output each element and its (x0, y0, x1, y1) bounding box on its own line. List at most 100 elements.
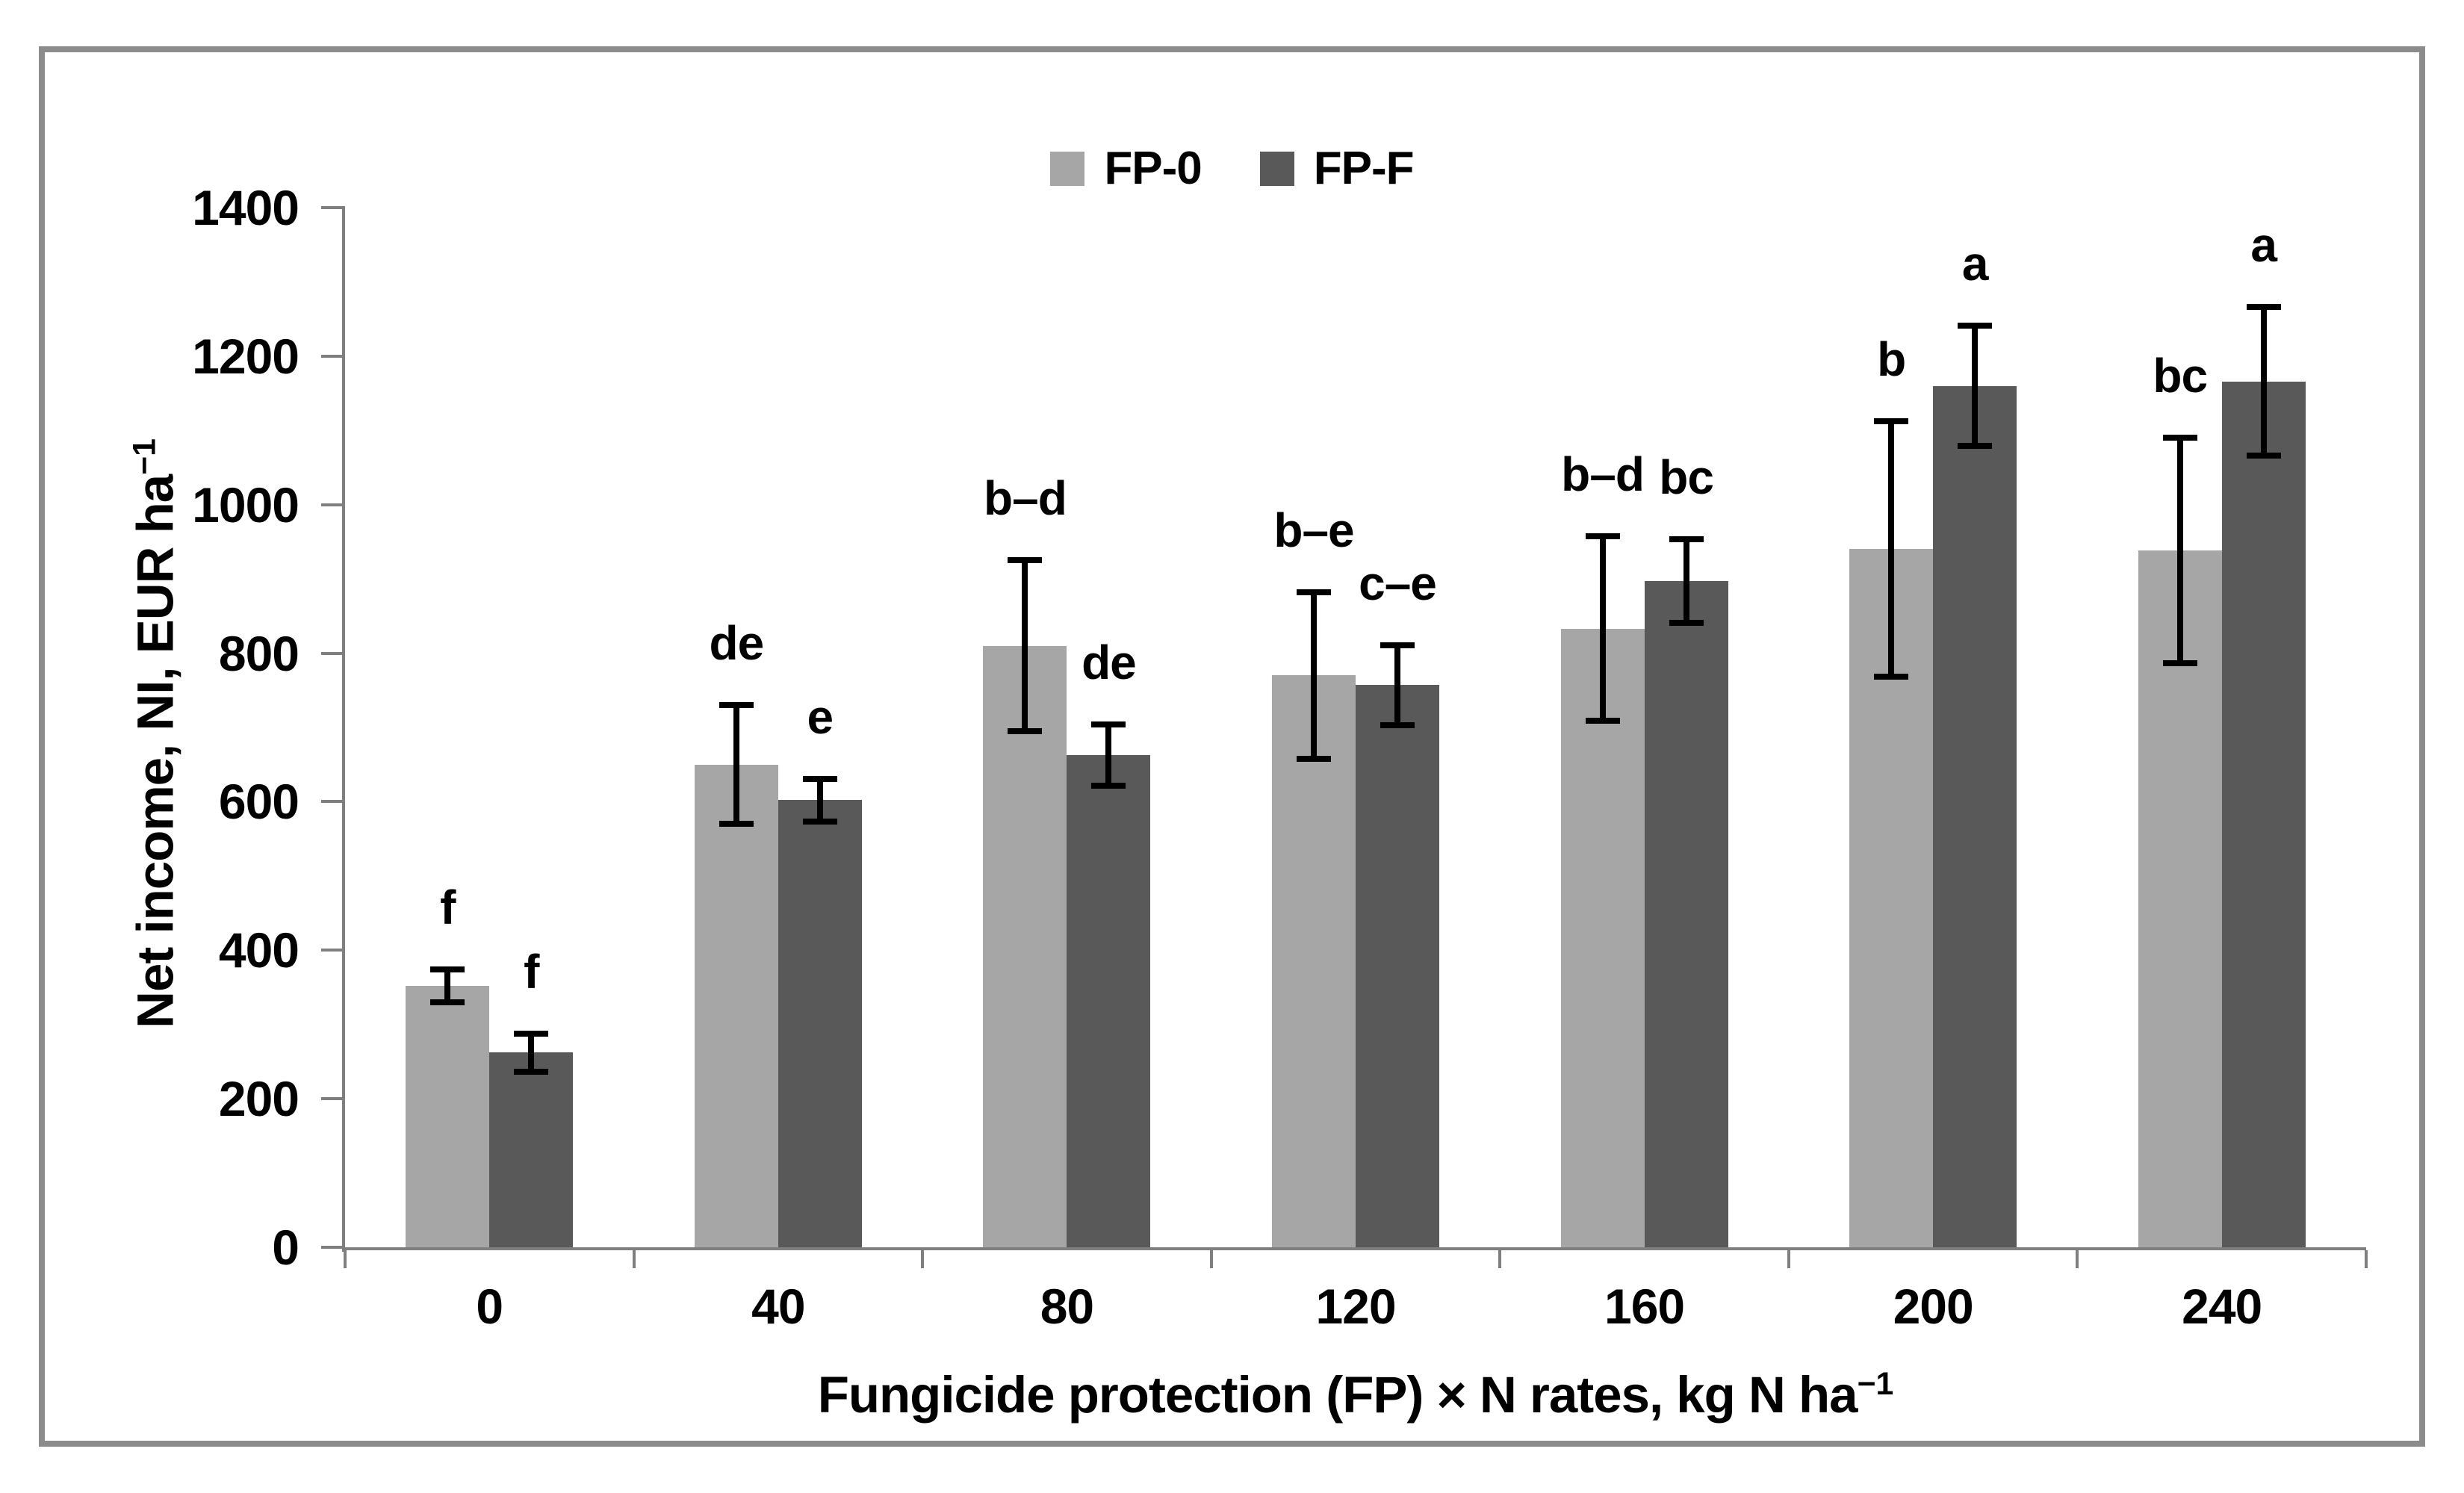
y-axis-tick (321, 949, 342, 952)
bar-FP-0-80 (983, 645, 1067, 1247)
y-axis-tick (321, 503, 342, 506)
significance-letter: bc (1659, 450, 1714, 505)
error-bar-cap-top (2246, 304, 2281, 311)
significance-letter: a (2250, 218, 2277, 273)
error-bar (1683, 539, 1689, 623)
bar-FP-F-200 (1933, 385, 2017, 1247)
error-bar-cap-bottom (1958, 443, 1993, 450)
significance-letter: b (1877, 332, 1906, 387)
y-tick-label: 0 (272, 1220, 300, 1275)
error-bar-cap-bottom (1380, 722, 1415, 729)
x-axis-line (342, 1247, 2366, 1250)
x-tick-label: 40 (751, 1279, 805, 1334)
bar-FP-0-40 (694, 764, 778, 1247)
bar-FP-F-80 (1067, 754, 1151, 1247)
x-axis-tick (2076, 1250, 2079, 1268)
error-bar-cap-top (802, 775, 837, 782)
significance-letter: e (807, 689, 834, 744)
error-bar-cap-bottom (1585, 718, 1620, 724)
y-tick-label: 1200 (192, 328, 300, 384)
bar-FP-0-240 (2138, 550, 2222, 1247)
y-axis-tick (321, 1097, 342, 1101)
bar-FP-0-120 (1272, 675, 1356, 1247)
error-bar-cap-bottom (514, 1069, 549, 1075)
error-bar-cap-bottom (802, 819, 837, 825)
legend-label-fpf: FP-F (1313, 143, 1415, 194)
error-bar (1022, 560, 1028, 731)
significance-letter: b–d (984, 471, 1067, 526)
bar-FP-0-0 (406, 986, 490, 1247)
error-bar (1105, 724, 1112, 786)
bar-FP-F-40 (778, 800, 862, 1247)
legend-item-fpf: FP-F (1259, 142, 1415, 195)
x-tick-label: 160 (1604, 1279, 1685, 1334)
x-axis-tick (921, 1250, 925, 1268)
error-bar-cap-top (514, 1030, 549, 1037)
y-tick-label: 1400 (192, 180, 300, 235)
error-bar-cap-bottom (1091, 782, 1126, 789)
error-bar-cap-top (1380, 642, 1415, 648)
error-bar (1311, 592, 1317, 759)
error-bar (1394, 645, 1400, 725)
chart-figure-frame: FP-0 FP-F 0 200 400 600 800 1000 1200 1400 0 f f 40… (39, 46, 2425, 1447)
error-bar-cap-bottom (1297, 755, 1331, 762)
error-bar-cap-bottom (719, 821, 754, 828)
y-axis-line (342, 206, 345, 1252)
x-tick-label: 80 (1040, 1279, 1094, 1334)
error-bar-cap-top (1874, 418, 1909, 425)
error-bar-cap-bottom (1669, 619, 1704, 626)
error-bar (733, 705, 739, 825)
error-bar-cap-top (1008, 557, 1043, 564)
error-bar-cap-top (1091, 721, 1126, 728)
error-bar-cap-bottom (1874, 674, 1909, 680)
significance-letter: de (709, 616, 765, 671)
y-axis-tick (321, 354, 342, 358)
bar-FP-F-240 (2221, 381, 2306, 1247)
x-tick-label: 240 (2182, 1279, 2262, 1334)
x-axis-tick (632, 1250, 636, 1268)
error-bar-cap-top (430, 966, 465, 973)
y-tick-label: 600 (218, 774, 300, 830)
x-axis-tick (2365, 1250, 2368, 1268)
y-tick-label: 200 (218, 1071, 300, 1127)
error-bar (2176, 438, 2183, 664)
x-axis-tick (344, 1250, 347, 1268)
y-tick-label: 400 (218, 922, 300, 978)
bar-FP-F-120 (1356, 685, 1439, 1247)
legend-swatch-fp0-icon (1050, 151, 1085, 186)
significance-letter: a (1961, 237, 1989, 291)
x-axis-tick (1209, 1250, 1213, 1268)
error-bar (1972, 326, 1979, 447)
error-bar-cap-bottom (2162, 660, 2197, 667)
legend-item-fp0: FP-0 (1050, 142, 1202, 195)
y-tick-label: 800 (218, 625, 300, 681)
significance-letter: f (440, 881, 456, 935)
error-bar-cap-bottom (2246, 453, 2281, 459)
significance-letter: b–e (1273, 503, 1354, 558)
error-bar-cap-top (1958, 323, 1993, 329)
x-axis-title: Fungicide protection (FP) × N rates, kg … (817, 1366, 1894, 1424)
x-tick-label: 0 (476, 1279, 503, 1334)
significance-letter: f (524, 944, 539, 999)
bar-FP-F-160 (1644, 581, 1728, 1247)
error-bar-cap-top (1585, 533, 1620, 540)
error-bar (528, 1033, 535, 1073)
error-bar-cap-top (2162, 435, 2197, 441)
legend-label-fp0: FP-0 (1104, 143, 1202, 194)
significance-letter: b–d (1561, 447, 1645, 502)
x-axis-tick (1498, 1250, 1502, 1268)
x-axis-title-superscript: −1 (1857, 1366, 1894, 1402)
y-axis-title-superscript: −1 (126, 438, 163, 475)
error-bar (2260, 307, 2267, 456)
y-axis-tick (321, 651, 342, 655)
y-axis-tick (321, 1246, 342, 1249)
significance-letter: c–e (1359, 556, 1437, 610)
significance-letter: bc (2153, 349, 2208, 403)
x-tick-label: 120 (1315, 1279, 1396, 1334)
bar-FP-F-0 (489, 1052, 574, 1247)
error-bar-cap-top (1297, 589, 1331, 596)
error-bar (1599, 536, 1606, 721)
y-axis-title: Net income, NI, EUR ha−1 (126, 438, 184, 1028)
legend-swatch-fpf-icon (1259, 151, 1294, 186)
error-bar-cap-top (1669, 536, 1704, 543)
